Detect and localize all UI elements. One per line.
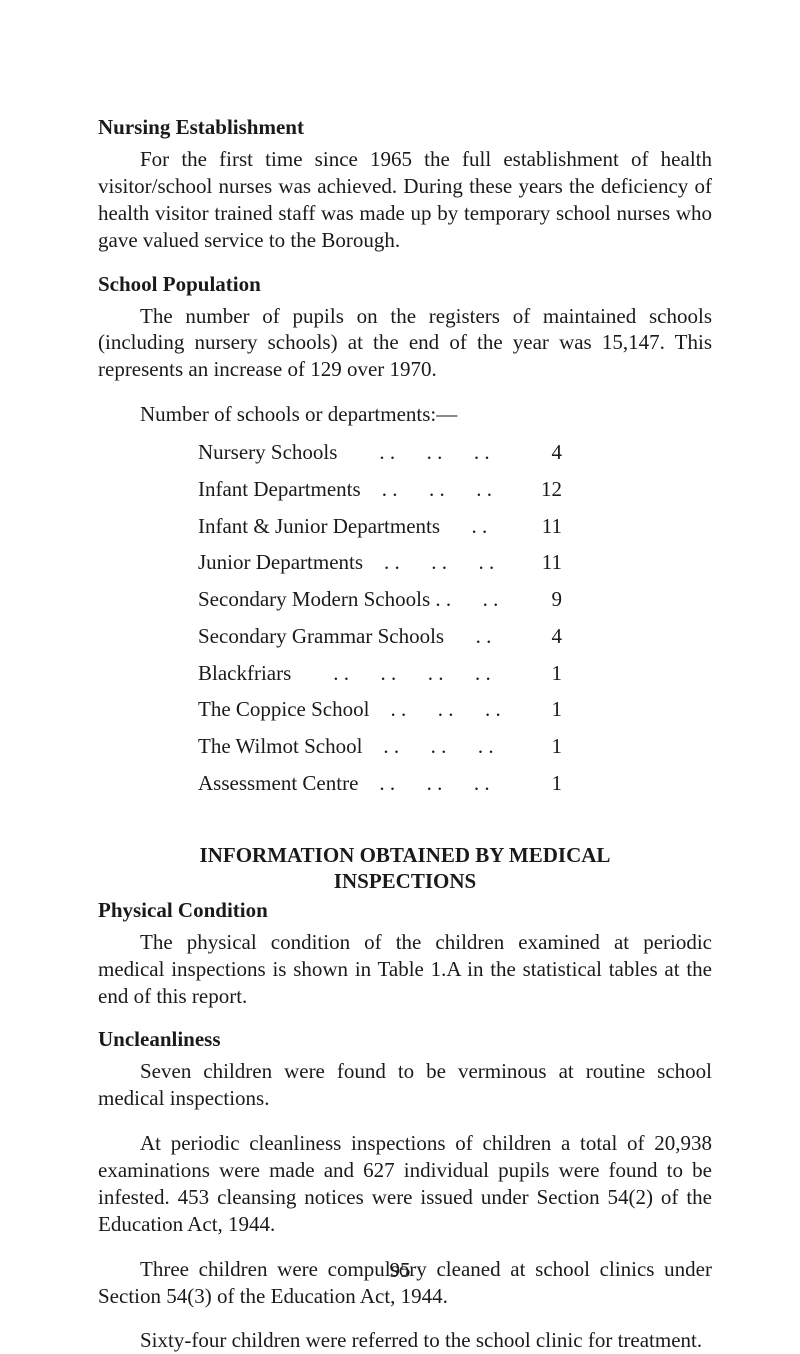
info-title-line1: INFORMATION OBTAINED BY MEDICAL bbox=[98, 842, 712, 869]
department-row: Infant & Junior Departments . . 11 bbox=[98, 508, 712, 545]
page-number: 95 bbox=[0, 1258, 800, 1283]
department-label: Assessment Centre . . . . . . bbox=[198, 765, 490, 802]
department-label: Infant & Junior Departments . . bbox=[198, 508, 487, 545]
physical-condition-heading: Physical Condition bbox=[98, 898, 712, 923]
department-value: 1 bbox=[518, 691, 712, 728]
departments-list: Nursery Schools . . . . . . 4 Infant Dep… bbox=[98, 434, 712, 802]
departments-intro: Number of schools or departments:— bbox=[98, 401, 712, 428]
department-row: Assessment Centre . . . . . . 1 bbox=[98, 765, 712, 802]
nursing-heading: Nursing Establishment bbox=[98, 115, 712, 140]
department-row: Secondary Grammar Schools . . 4 bbox=[98, 618, 712, 655]
leader-dots bbox=[491, 618, 518, 655]
nursing-paragraph: For the first time since 1965 the full e… bbox=[98, 146, 712, 254]
department-value: 4 bbox=[518, 434, 712, 471]
leader-dots bbox=[498, 581, 518, 618]
department-value: 11 bbox=[518, 544, 712, 581]
department-row: Infant Departments . . . . . . 12 bbox=[98, 471, 712, 508]
department-value: 1 bbox=[518, 655, 712, 692]
department-value: 11 bbox=[518, 508, 712, 545]
uncleanliness-paragraph-1: Seven children were found to be verminou… bbox=[98, 1058, 712, 1112]
department-row: Junior Departments . . . . . . 11 bbox=[98, 544, 712, 581]
uncleanliness-paragraph-2: At periodic cleanliness inspections of c… bbox=[98, 1130, 712, 1238]
leader-dots bbox=[501, 691, 518, 728]
school-population-paragraph: The number of pupils on the registers of… bbox=[98, 303, 712, 384]
department-label: The Coppice School . . . . . . bbox=[198, 691, 501, 728]
department-value: 9 bbox=[518, 581, 712, 618]
department-label: The Wilmot School . . . . . . bbox=[198, 728, 494, 765]
department-value: 4 bbox=[518, 618, 712, 655]
info-title-line2: INSPECTIONS bbox=[98, 869, 712, 894]
department-label: Secondary Grammar Schools . . bbox=[198, 618, 491, 655]
leader-dots bbox=[492, 471, 518, 508]
department-label: Nursery Schools . . . . . . bbox=[198, 434, 490, 471]
leader-dots bbox=[494, 728, 518, 765]
department-label: Blackfriars . . . . . . . . bbox=[198, 655, 491, 692]
leader-dots bbox=[487, 508, 518, 545]
department-label: Junior Departments . . . . . . bbox=[198, 544, 494, 581]
uncleanliness-paragraph-4: Sixty-four children were referred to the… bbox=[98, 1327, 712, 1354]
department-row: Nursery Schools . . . . . . 4 bbox=[98, 434, 712, 471]
department-label: Secondary Modern Schools . . . . bbox=[198, 581, 498, 618]
department-row: Blackfriars . . . . . . . . 1 bbox=[98, 655, 712, 692]
department-row: The Coppice School . . . . . . 1 bbox=[98, 691, 712, 728]
department-value: 12 bbox=[518, 471, 712, 508]
department-value: 1 bbox=[518, 765, 712, 802]
document-page: Nursing Establishment For the first time… bbox=[0, 0, 800, 1321]
department-row: Secondary Modern Schools . . . . 9 bbox=[98, 581, 712, 618]
school-population-heading: School Population bbox=[98, 272, 712, 297]
uncleanliness-heading: Uncleanliness bbox=[98, 1027, 712, 1052]
department-row: The Wilmot School . . . . . . 1 bbox=[98, 728, 712, 765]
leader-dots bbox=[490, 765, 518, 802]
leader-dots bbox=[490, 434, 518, 471]
physical-condition-paragraph: The physical condition of the children e… bbox=[98, 929, 712, 1010]
department-value: 1 bbox=[518, 728, 712, 765]
leader-dots bbox=[494, 544, 518, 581]
department-label: Infant Departments . . . . . . bbox=[198, 471, 492, 508]
leader-dots bbox=[491, 655, 518, 692]
